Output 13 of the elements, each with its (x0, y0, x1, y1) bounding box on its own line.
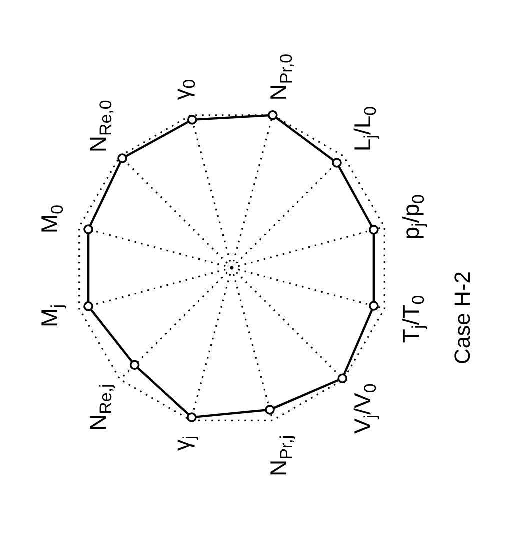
spoke-label: γ0 (168, 79, 200, 100)
spoke-label: pj/p0 (398, 194, 428, 240)
spoke-label: Mj (36, 304, 67, 328)
spoke-label: NPr,j (266, 435, 296, 477)
spoke-label: M0 (36, 204, 67, 234)
spoke-label: γj (168, 436, 200, 452)
text: Case H-2 (450, 272, 476, 364)
spoke-label: Vj/V0 (350, 384, 380, 434)
spoke-label: NRe,0 (85, 100, 116, 153)
spoke-label: NPr,0 (266, 54, 296, 101)
spoke-label: Lj/L0 (350, 106, 380, 152)
spoke-label: Tj/T0 (398, 295, 428, 344)
spoke-label: NRe,j (85, 384, 116, 432)
